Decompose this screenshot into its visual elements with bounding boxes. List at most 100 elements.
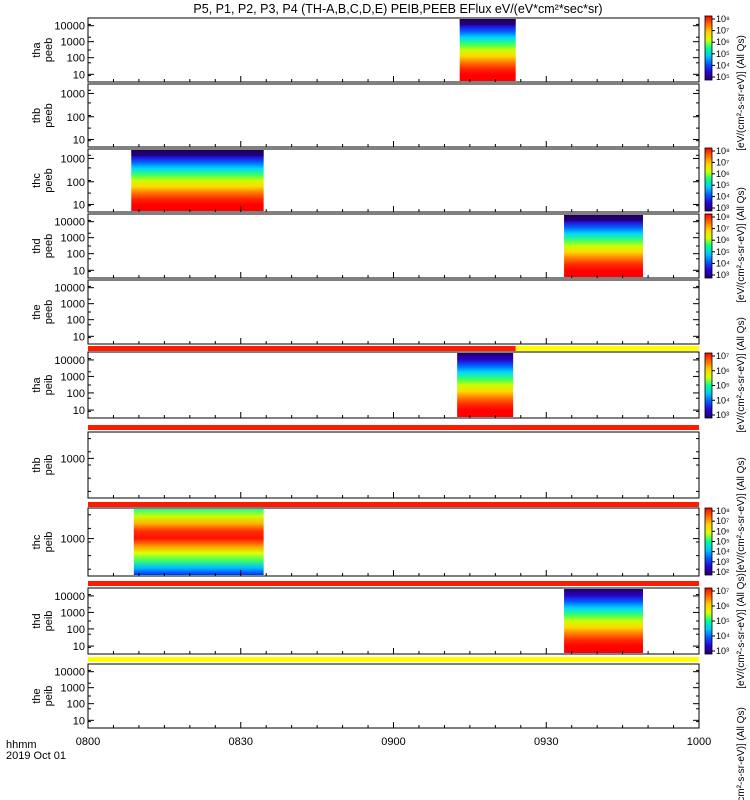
- panel-label: tha peib: [31, 375, 55, 396]
- panel-label: the peib: [31, 686, 55, 707]
- panel-label-product: peeb: [43, 234, 55, 258]
- panel-label-probe: thc: [31, 534, 43, 549]
- y-tick-label: 100: [67, 624, 85, 636]
- status-bar-segment: [88, 425, 699, 430]
- y-tick-label: 100: [67, 177, 85, 189]
- panel-tha-peib: 10 100 1000 10000 tha peib 10³ 10⁴ 10⁵ 10⁶ 10⁷: [31, 351, 730, 420]
- colorbar-label: 10²: [716, 567, 729, 577]
- panel-label: thc peeb: [31, 168, 55, 192]
- y-tick-label: 10: [73, 641, 85, 653]
- colorbar-label: 10⁵: [716, 381, 730, 391]
- status-bar-segment: [88, 502, 699, 507]
- y-tick-label: 1000: [61, 153, 85, 165]
- colorbar-ramp: [704, 15, 713, 81]
- colorbar-unit-label: [eV/(cm²-s-sr-eV)] (All Qs): [736, 573, 747, 689]
- spectrogram-block: [564, 589, 643, 653]
- y-tick-label: 10: [73, 405, 85, 417]
- y-tick-label: 1000: [61, 37, 85, 49]
- y-tick-label: 10000: [54, 283, 85, 295]
- x-tick-label: 0830: [229, 736, 253, 748]
- y-tick-label: 1000: [61, 88, 85, 100]
- status-bar-segment: [88, 581, 699, 586]
- panel-thb-peeb: 10 100 1000 thb peeb: [31, 83, 700, 148]
- colorbar-label: 10⁷: [716, 157, 729, 167]
- y-tick-label: 1000: [61, 607, 85, 619]
- y-tick-label: 1000: [61, 233, 85, 245]
- colorbar: 10³ 10⁴ 10⁵ 10⁶ 10⁷: [704, 586, 730, 656]
- colorbar-label: 10⁸: [716, 146, 730, 156]
- colorbar-label: 10⁵: [716, 616, 730, 626]
- colorbar-ramp: [704, 213, 713, 279]
- y-tick-label: 1000: [61, 534, 85, 546]
- colorbar-label: 10⁴: [716, 631, 730, 641]
- colorbar-ramp: [704, 507, 713, 576]
- spectrogram-block: [133, 509, 264, 575]
- y-tick-label: 10: [73, 199, 85, 211]
- colorbar-unit-label: [eV/(cm²-s-sr-eV)] (All Qs): [736, 457, 747, 573]
- panel-label-probe: thd: [31, 238, 43, 253]
- status-bar-segment: [88, 657, 699, 662]
- panel-frame: [87, 17, 700, 83]
- panel-label: thb peeb: [31, 103, 55, 127]
- colorbar-label: 10³: [716, 410, 729, 420]
- y-tick-label: 100: [67, 315, 85, 327]
- spectrogram-top-band: [459, 19, 516, 25]
- y-tick-label: 10000: [54, 591, 85, 603]
- panel-label-probe: thc: [31, 173, 43, 188]
- colorbar-label: 10⁶: [716, 366, 730, 376]
- colorbar: 10³ 10⁴ 10⁵ 10⁶ 10⁷: [704, 351, 730, 420]
- panel-label: thd peeb: [31, 234, 55, 258]
- panel-label-probe: tha: [31, 41, 43, 57]
- panel-the-peib: 10 100 1000 10000 the peib: [31, 663, 700, 729]
- colorbar-unit-label: [eV/(cm²-s-sr-eV)] (All Qs): [736, 187, 747, 303]
- panel-frame: [87, 431, 700, 499]
- y-tick-label: 10000: [54, 21, 85, 33]
- panel-frame: [87, 83, 700, 148]
- colorbar-label: 10⁵: [716, 247, 730, 257]
- panel-label-probe: thd: [31, 613, 43, 628]
- colorbar-label: 10⁷: [716, 224, 729, 234]
- panel-label-product: peib: [43, 686, 55, 707]
- panel-label-probe: the: [31, 304, 43, 319]
- colorbar-label: 10⁶: [716, 37, 730, 47]
- x-tick-label: 1000: [687, 736, 711, 748]
- figure-title: P5, P1, P2, P3, P4 (TH-A,B,C,D,E) PEIB,P…: [193, 2, 602, 16]
- y-tick-label: 100: [67, 112, 85, 124]
- y-tick-label: 1000: [61, 299, 85, 311]
- spectrogram-block: [459, 19, 516, 81]
- colorbar-label: 10⁶: [716, 526, 730, 536]
- colorbar-unit-label: [eV/(cm²-s-sr-eV)] (All Qs): [736, 35, 747, 151]
- panel-label-product: peib: [43, 532, 55, 553]
- colorbar-label: 10⁴: [716, 258, 730, 268]
- panel-label-probe: thb: [31, 457, 43, 472]
- colorbar-unit-label: [eV/(cm²-s-sr-eV)] (All Qs): [736, 707, 747, 800]
- panel-label: the peeb: [31, 300, 55, 324]
- y-tick-label: 10: [73, 69, 85, 81]
- colorbar-label: 10⁵: [716, 49, 730, 59]
- colorbar-label: 10⁵: [716, 180, 730, 190]
- y-tick-label: 10000: [54, 667, 85, 679]
- panel-label-product: peib: [43, 455, 55, 476]
- panel-label-product: peeb: [43, 300, 55, 324]
- colorbar-label: 10⁷: [716, 516, 729, 526]
- colorbar-unit-label: [eV/(cm²-s-sr-eV)] (All Qs): [736, 317, 747, 433]
- panel-label: thd peib: [31, 611, 55, 632]
- y-tick-label: 1000: [61, 453, 85, 465]
- panel-frame: [87, 279, 700, 345]
- status-bars: [88, 346, 699, 662]
- panel-the-peeb: 10 100 1000 10000 the peeb: [31, 279, 700, 345]
- panel-label: thc peib: [31, 532, 55, 553]
- colorbar-ramp: [704, 587, 713, 655]
- y-tick-label: 10: [73, 134, 85, 146]
- colorbar-label: 10³: [716, 203, 729, 213]
- y-tick-label: 1000: [61, 683, 85, 695]
- panel-label-product: peeb: [43, 38, 55, 62]
- colorbar-label: 10³: [716, 270, 729, 280]
- spectrogram-block: [131, 150, 264, 211]
- panel-frame: [87, 351, 700, 419]
